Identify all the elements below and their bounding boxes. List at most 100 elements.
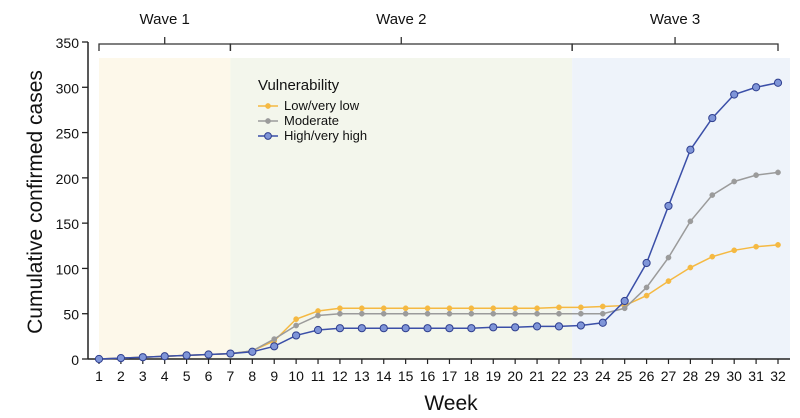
series-3 bbox=[94, 78, 783, 364]
y-tick-label: 100 bbox=[56, 261, 80, 277]
data-point bbox=[511, 323, 520, 332]
wave-brackets: Wave 1 Wave 2 Wave 3 bbox=[98, 11, 779, 51]
data-point bbox=[468, 310, 475, 317]
y-tick-label: 0 bbox=[71, 352, 79, 368]
x-tick-label: 18 bbox=[464, 368, 480, 384]
x-tick-label: 30 bbox=[726, 368, 742, 384]
data-point bbox=[380, 310, 387, 317]
wave-band-3 bbox=[572, 58, 790, 359]
x-tick-label: 16 bbox=[420, 368, 436, 384]
data-point bbox=[730, 90, 739, 99]
x-tick-label: 31 bbox=[748, 368, 764, 384]
x-tick-label: 1 bbox=[95, 368, 103, 384]
data-point bbox=[620, 296, 629, 306]
data-point bbox=[576, 321, 585, 330]
data-point bbox=[138, 353, 147, 362]
data-point bbox=[313, 325, 323, 335]
data-point bbox=[248, 347, 257, 356]
data-point bbox=[402, 310, 409, 317]
legend: Vulnerability Low/very lowModerateHigh/ve… bbox=[258, 77, 367, 143]
data-point bbox=[534, 305, 540, 312]
y-axis-title: Cumulative confirmed cases bbox=[24, 70, 47, 334]
data-point bbox=[664, 201, 673, 211]
data-point bbox=[556, 310, 562, 317]
data-point bbox=[687, 264, 694, 271]
data-point bbox=[468, 305, 475, 312]
data-point bbox=[204, 350, 213, 359]
x-tick-label: 7 bbox=[227, 368, 235, 384]
data-point bbox=[293, 322, 299, 329]
data-point bbox=[665, 254, 672, 261]
data-point bbox=[665, 278, 672, 284]
data-point bbox=[445, 324, 454, 333]
data-point bbox=[292, 331, 301, 340]
data-point bbox=[642, 258, 651, 268]
data-point bbox=[731, 247, 738, 254]
wave-bracket-2 bbox=[229, 37, 573, 51]
data-point bbox=[709, 192, 716, 198]
y-tick-label: 50 bbox=[63, 307, 79, 323]
x-tick-label: 10 bbox=[288, 368, 304, 384]
wave-bracket-3 bbox=[571, 37, 779, 51]
data-point bbox=[489, 323, 498, 332]
wave-label-1: Wave 1 bbox=[140, 11, 190, 28]
x-tick-label: 8 bbox=[248, 368, 256, 384]
data-point bbox=[598, 318, 607, 327]
data-point bbox=[490, 305, 497, 312]
data-point bbox=[687, 218, 694, 225]
data-point bbox=[423, 324, 432, 333]
data-point bbox=[358, 305, 365, 312]
data-point bbox=[467, 324, 476, 333]
data-point bbox=[708, 113, 717, 123]
data-point bbox=[753, 243, 759, 250]
x-tick-label: 15 bbox=[398, 368, 414, 384]
data-point bbox=[424, 305, 431, 312]
data-point bbox=[270, 342, 279, 351]
data-point bbox=[337, 305, 343, 312]
data-point bbox=[512, 305, 519, 312]
data-point bbox=[731, 178, 738, 185]
data-point bbox=[578, 310, 584, 317]
data-point bbox=[94, 354, 104, 364]
data-point bbox=[751, 83, 761, 92]
data-point bbox=[775, 169, 781, 176]
data-point bbox=[532, 322, 542, 331]
data-point bbox=[578, 304, 584, 311]
y-tick-label: 350 bbox=[56, 35, 80, 51]
x-tick-label: 23 bbox=[573, 368, 589, 384]
legend-swatch-marker bbox=[265, 118, 271, 124]
x-tick-label: 4 bbox=[161, 368, 169, 384]
data-point bbox=[599, 303, 606, 310]
data-point bbox=[556, 304, 562, 311]
x-tick-label: 26 bbox=[639, 368, 655, 384]
x-tick-label: 19 bbox=[485, 368, 501, 384]
x-tick-label: 25 bbox=[617, 368, 633, 384]
x-tick-label: 32 bbox=[770, 368, 786, 384]
x-tick-label: 24 bbox=[595, 368, 611, 384]
data-point bbox=[160, 352, 169, 361]
x-tick-label: 22 bbox=[551, 368, 567, 384]
legend-label: Low/very low bbox=[284, 98, 360, 113]
data-point bbox=[554, 322, 564, 331]
legend-label: Moderate bbox=[284, 113, 339, 128]
data-point bbox=[380, 305, 387, 312]
x-tick-label: 21 bbox=[529, 368, 545, 384]
wave-bracket-1 bbox=[98, 37, 232, 51]
data-point bbox=[686, 145, 695, 154]
x-tick-label: 17 bbox=[442, 368, 458, 384]
wave-band-1 bbox=[99, 58, 231, 359]
data-point bbox=[293, 316, 299, 322]
legend-swatch-marker bbox=[265, 103, 271, 109]
data-point bbox=[534, 310, 540, 317]
data-point bbox=[337, 310, 343, 317]
data-point bbox=[357, 324, 366, 333]
wave-label-3: Wave 3 bbox=[650, 11, 700, 28]
data-point bbox=[599, 310, 606, 317]
x-tick-label: 3 bbox=[139, 368, 147, 384]
x-tick-label: 9 bbox=[270, 368, 278, 384]
data-point bbox=[643, 284, 650, 291]
data-point bbox=[226, 349, 235, 358]
data-point bbox=[116, 353, 126, 363]
